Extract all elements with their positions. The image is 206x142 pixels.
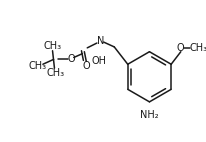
Text: O: O bbox=[82, 61, 90, 71]
Text: CH₃: CH₃ bbox=[43, 41, 61, 51]
Text: O: O bbox=[176, 43, 184, 53]
Text: CH₃: CH₃ bbox=[28, 61, 46, 71]
Text: NH₂: NH₂ bbox=[139, 110, 158, 120]
Text: O: O bbox=[67, 54, 74, 64]
Text: OH: OH bbox=[91, 56, 106, 66]
Text: N: N bbox=[97, 36, 104, 46]
Text: CH₃: CH₃ bbox=[188, 43, 206, 53]
Text: CH₃: CH₃ bbox=[46, 68, 64, 78]
